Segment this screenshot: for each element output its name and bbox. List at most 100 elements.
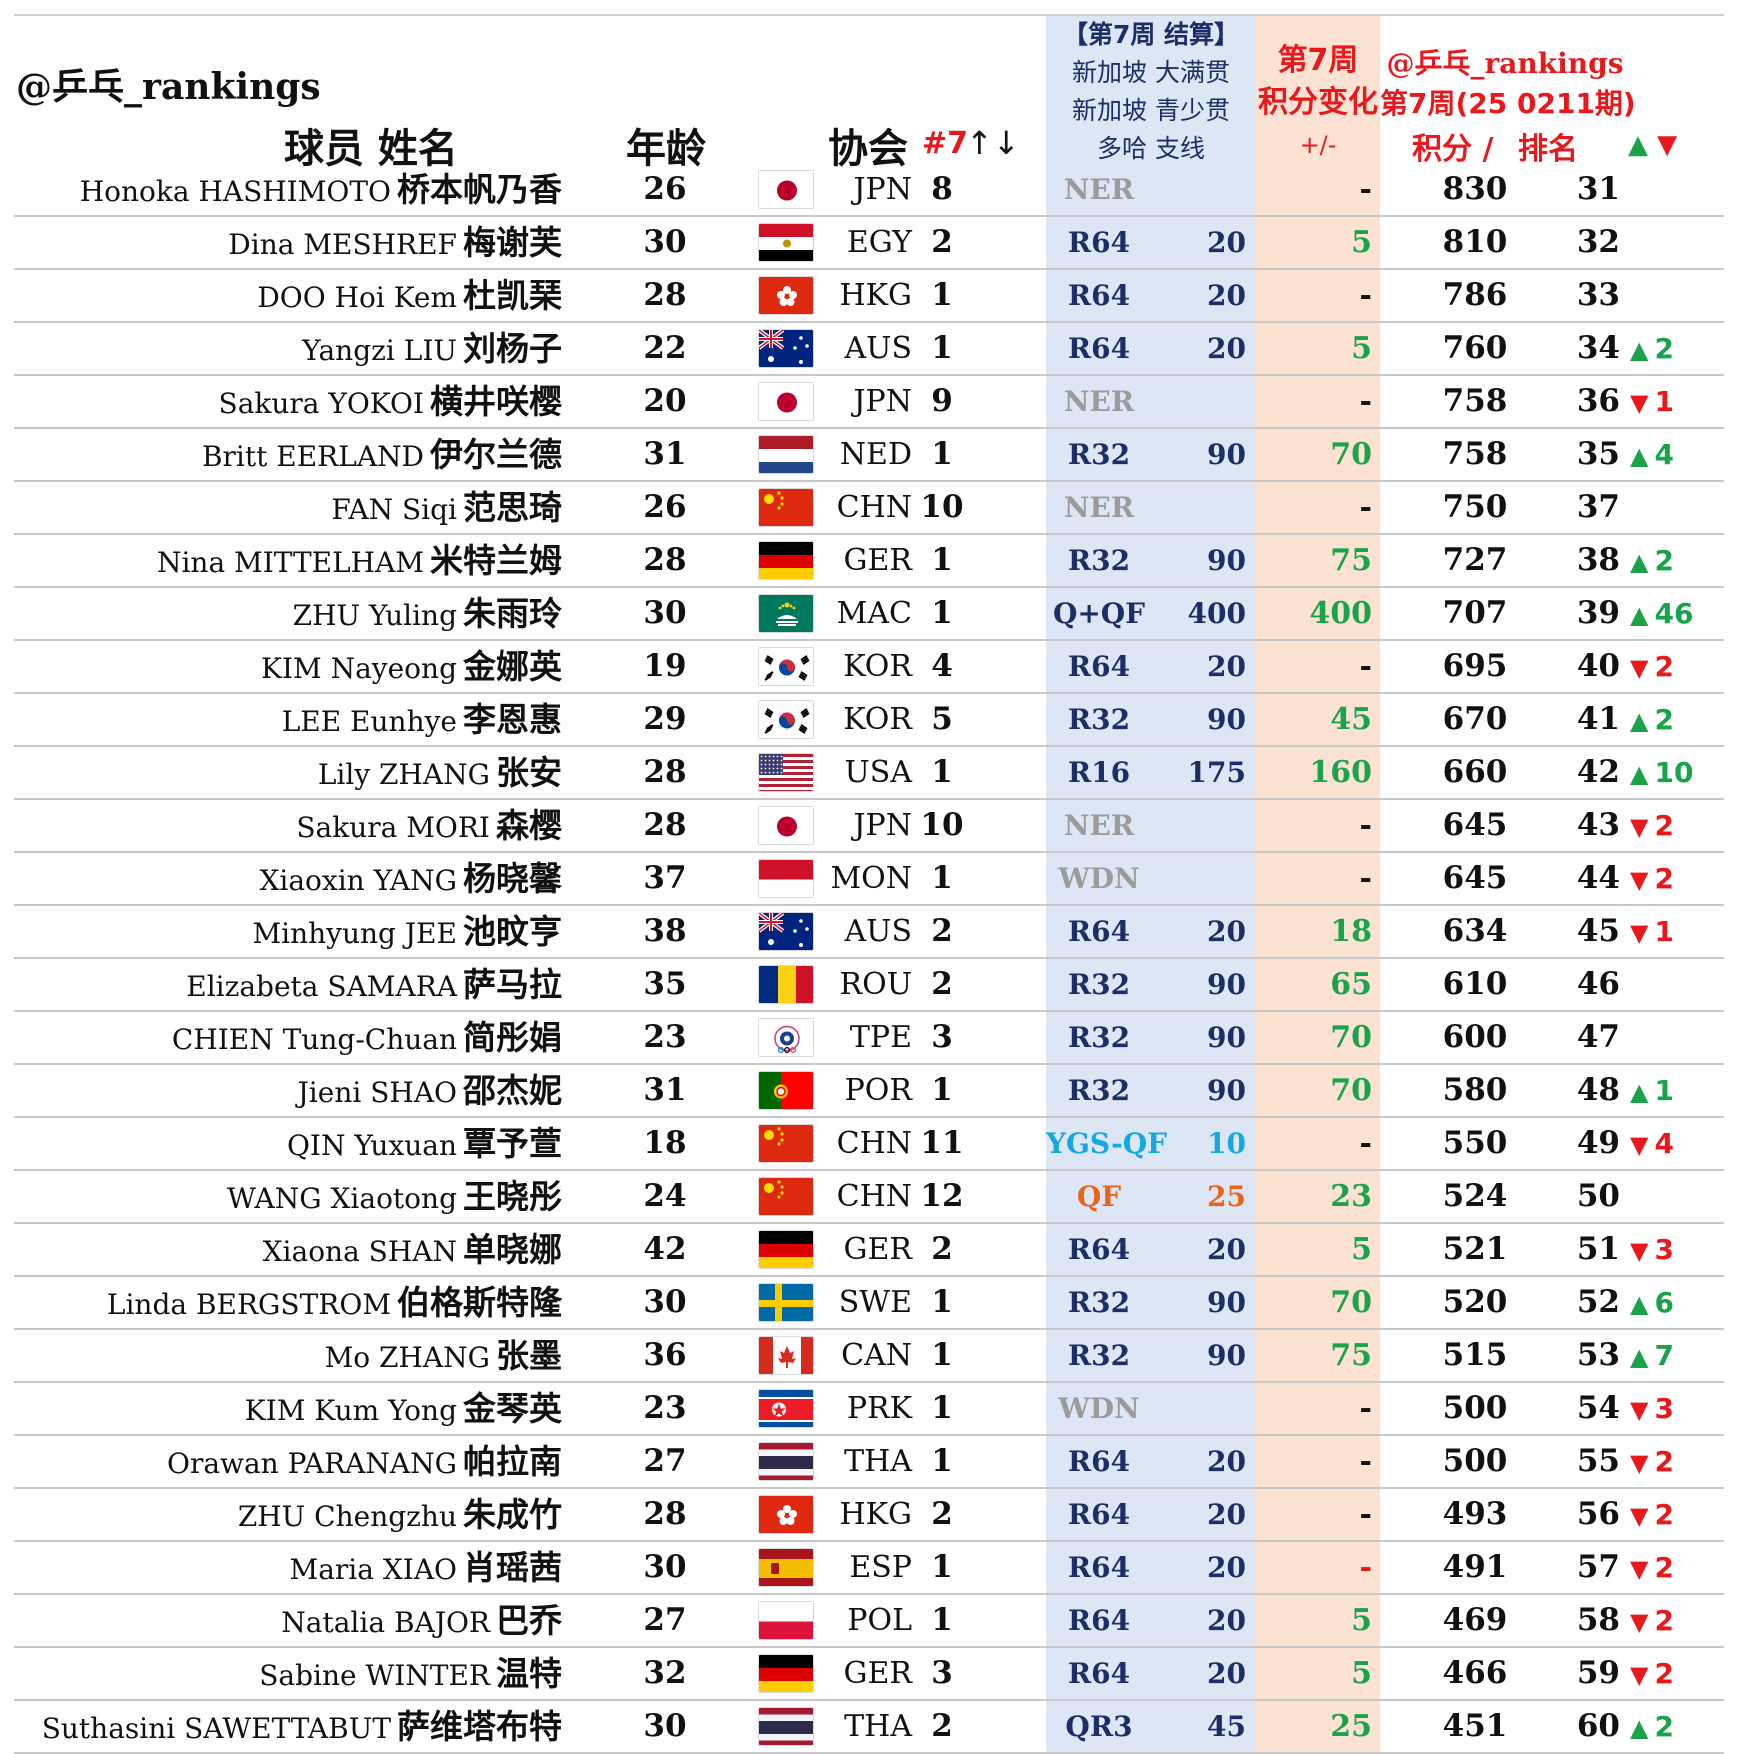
player-name: QIN Yuxuan 覃予萱 (14, 1118, 562, 1169)
row-divider (14, 1699, 1724, 1701)
tpe-flag-icon (758, 1018, 814, 1057)
down-triangle-icon: ▼ (1630, 1396, 1649, 1424)
association-rank: 4 (931, 648, 953, 684)
association-rank: 5 (931, 701, 953, 737)
jpn-flag-icon (758, 806, 814, 845)
account-handle: @乒乓_rankings (16, 66, 321, 108)
player-name-english: Jieni SHAO (297, 1076, 457, 1109)
player-name-chinese: 巴乔 (496, 1601, 562, 1640)
player-name: Maria XIAO 肖瑶茜 (14, 1542, 562, 1593)
event-round: R32 (1067, 968, 1131, 1001)
down-triangle-icon: ▼ (1630, 1237, 1649, 1265)
table-row: Sakura YOKOI 横井咲樱 20 JPN 9 NER - 758 36 ▼ 1 (0, 376, 1738, 429)
event-points: 10 (1207, 1127, 1246, 1160)
player-name-english: Mo ZHANG (324, 1341, 490, 1374)
player-name-english: Honoka HASHIMOTO (79, 175, 391, 208)
event-points: 90 (1207, 968, 1246, 1001)
row-divider (14, 1540, 1724, 1542)
rank-movement: ▼ 3 (1630, 1224, 1730, 1275)
event-points (1150, 1383, 1246, 1434)
change-header-line: 第7周 (1277, 43, 1359, 78)
player-age: 30 (643, 224, 687, 260)
player-name: Linda BERGSTROM 伯格斯特隆 (14, 1277, 562, 1328)
association-code: GER (843, 1656, 912, 1691)
up-triangle-icon: ▲ (1630, 1343, 1649, 1371)
ranking-position: 45 (1576, 913, 1620, 949)
event-points: 20 (1207, 279, 1246, 312)
player-name-english: Maria XIAO (289, 1553, 457, 1586)
player-age: 32 (643, 1655, 687, 1691)
ranking-points: 493 (1442, 1496, 1508, 1532)
row-divider (14, 427, 1724, 429)
player-name-english: Xiaoxin YANG (259, 864, 457, 897)
player-age: 27 (643, 1443, 687, 1479)
player-name-chinese: 池旼亨 (463, 912, 562, 951)
player-name-english: Nina MITTELHAM (156, 546, 424, 579)
points-header: 积分 / (1412, 132, 1494, 167)
player-age: 30 (643, 595, 687, 631)
association-rank: 1 (931, 860, 953, 896)
rank-movement-value: 2 (1654, 862, 1674, 895)
can-flag-icon (758, 1336, 814, 1375)
player-name: Lily ZHANG 张安 (14, 747, 562, 798)
player-age: 28 (643, 277, 687, 313)
points-change: 70 (1330, 1285, 1372, 1320)
player-name-chinese: 温特 (496, 1654, 562, 1693)
player-name-header: 球员 姓名 (284, 126, 458, 172)
ranking-points: 524 (1442, 1178, 1508, 1214)
ranking-source-handle: @乒乓_rankings (1386, 47, 1624, 80)
change-header-line: 积分变化 (1258, 85, 1378, 120)
row-divider (14, 1222, 1724, 1224)
event-round: R32 (1067, 438, 1131, 471)
association-rank: 1 (931, 1284, 953, 1320)
event-round: R32 (1067, 1339, 1131, 1372)
player-name-english: Orawan PARANANG (166, 1447, 457, 1480)
event-points (1150, 853, 1246, 904)
rank-movement: ▼ 4 (1630, 1118, 1730, 1169)
rank-movement-value: 2 (1654, 650, 1674, 683)
event-points: 20 (1207, 915, 1246, 948)
event-points: 45 (1207, 1710, 1246, 1743)
table-row: QIN Yuxuan 覃予萱 18 CHN 11 YGS-QF 10 - 550 49 ▼ 4 (0, 1118, 1738, 1171)
player-name: ZHU Yuling 朱雨玲 (14, 588, 562, 639)
up-triangle-icon: ▲ (1630, 1290, 1649, 1318)
ranking-position: 54 (1576, 1390, 1620, 1426)
up-triangle-icon: ▲ (1630, 336, 1649, 364)
row-divider (14, 1434, 1724, 1436)
rank-movement: ▼ 2 (1630, 800, 1730, 851)
event-round: QF (1076, 1180, 1122, 1213)
player-name-chinese: 帕拉南 (463, 1442, 562, 1481)
points-change: - (1359, 278, 1372, 313)
association-code: AUS (844, 331, 913, 366)
association-header: 协会 (828, 126, 908, 172)
player-name: Natalia BAJOR 巴乔 (14, 1595, 562, 1646)
event-points: 90 (1207, 544, 1246, 577)
ranking-position: 55 (1576, 1443, 1620, 1479)
player-name: CHIEN Tung-Chuan 简彤娟 (14, 1012, 562, 1063)
up-triangle-icon: ▲ (1628, 130, 1648, 160)
player-age: 35 (643, 966, 687, 1002)
rank-movement-value: 2 (1654, 1710, 1674, 1743)
ranking-points: 758 (1442, 436, 1508, 472)
player-name-chinese: 覃予萱 (463, 1124, 562, 1163)
row-divider (14, 851, 1724, 853)
ger-flag-icon (758, 541, 814, 580)
table-row: Nina MITTELHAM 米特兰姆 28 GER 1 R32 90 75 727 38 ▲ 2 (0, 535, 1738, 588)
association-rank: 11 (920, 1125, 964, 1161)
player-name: Minhyung JEE 池旼亨 (14, 906, 562, 957)
ranking-points: 750 (1442, 489, 1508, 525)
event-round: Q+QF (1052, 597, 1146, 630)
rank-movement-value: 2 (1654, 809, 1674, 842)
event-round: R32 (1067, 1286, 1131, 1319)
aus-flag-icon (758, 329, 814, 368)
down-triangle-icon: ▼ (1630, 654, 1649, 682)
ranking-position: 34 (1576, 330, 1620, 366)
table-row: KIM Kum Yong 金琴英 23 PRK 1 WDN - 500 54 ▼ 3 (0, 1383, 1738, 1436)
movement-header: ▲ ▼ (1628, 130, 1677, 160)
points-change: 45 (1330, 702, 1372, 737)
player-name-english: LEE Eunhye (281, 705, 457, 738)
association-code: KOR (843, 702, 912, 737)
ranking-position: 52 (1576, 1284, 1620, 1320)
association-rank: 12 (920, 1178, 964, 1214)
association-rank: 1 (931, 1072, 953, 1108)
